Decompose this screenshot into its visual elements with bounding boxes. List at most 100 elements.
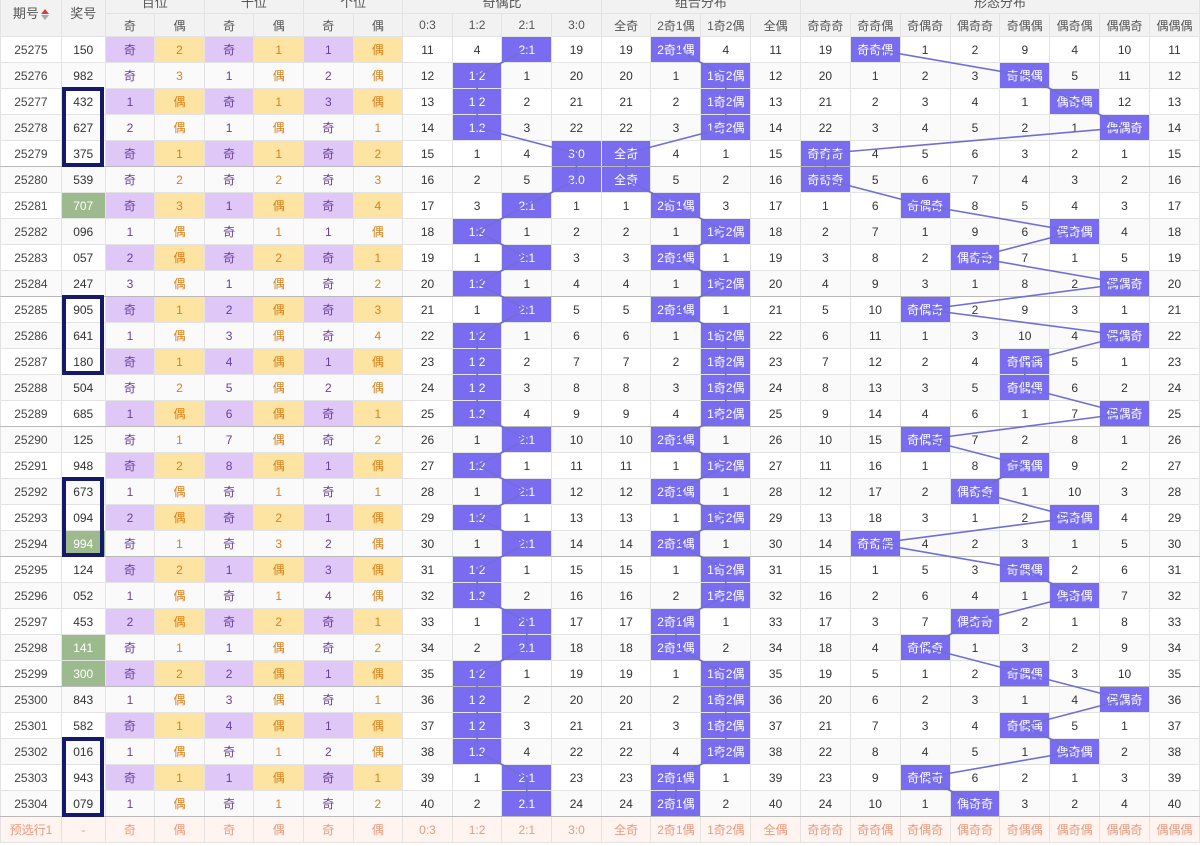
preselect-cell[interactable]: 偶	[253, 816, 304, 843]
preselect-cell[interactable]: 偶奇奇	[949, 816, 1001, 843]
digit-parity-cell: 偶	[154, 218, 205, 245]
shape-cell: 奇偶奇	[899, 296, 951, 323]
subheader-cell: 1奇2偶	[700, 13, 752, 37]
digit-parity-cell: 1	[253, 88, 304, 115]
shape-cell: 奇偶偶	[999, 712, 1051, 739]
combo-cell: 3	[700, 192, 752, 219]
shape-cell: 2	[899, 244, 951, 271]
period-cell: 25297	[0, 608, 62, 635]
sort-icon[interactable]	[40, 9, 49, 21]
preselect-row[interactable]: 预选行1- 奇偶奇偶奇偶 0:3 1:2 2:1 3:0 全奇 2奇1偶 1奇2偶 全偶 奇奇奇 奇奇…	[0, 816, 1200, 843]
shape-cell: 9	[799, 400, 851, 427]
ratio-cell: 40	[402, 790, 453, 817]
preselect-cell[interactable]: 奇	[303, 816, 354, 843]
preselect-cell[interactable]: 全奇	[600, 816, 652, 843]
shape-cell: 18	[1148, 218, 1200, 245]
shape-cell: 15	[799, 556, 851, 583]
digit-parity-cell: 偶	[352, 62, 404, 89]
digit-parity-cell: 偶	[154, 790, 205, 817]
preselect-cell[interactable]: 3:0	[551, 816, 602, 843]
digit-parity-cell: 偶	[253, 556, 304, 583]
digit-parity-cell: 1	[253, 738, 304, 765]
combo-cell: 21	[600, 88, 652, 115]
combo-header: 组合分布	[600, 0, 801, 14]
preselect-cell[interactable]: 2奇1偶	[650, 816, 702, 843]
digit-parity-cell: 7	[203, 426, 255, 453]
combo-cell: 6	[600, 322, 652, 349]
shape-cell: 3	[949, 62, 1001, 89]
preselect-cell[interactable]: 奇偶偶	[999, 816, 1051, 843]
preselect-cell[interactable]: 1奇2偶	[700, 816, 752, 843]
digit-parity-cell: 偶	[253, 634, 304, 661]
prize-cell: 948	[60, 452, 106, 479]
digit-parity-cell: 3	[352, 296, 404, 323]
ratio-cell: 1:2	[451, 400, 503, 427]
shape-cell: 9	[1099, 634, 1150, 661]
shape-cell: 1	[949, 504, 1001, 531]
ratio-cell: 1	[451, 478, 503, 505]
digit-parity-cell: 奇	[303, 634, 354, 661]
preselect-cell[interactable]: 奇偶奇	[899, 816, 951, 843]
shape-cell: 奇奇偶	[849, 36, 901, 63]
shape-cell: 3	[999, 790, 1051, 817]
ratio-cell: 1	[501, 218, 553, 245]
prize-cell: 641	[60, 322, 106, 349]
shape-cell: 27	[1148, 452, 1200, 479]
digit-parity-cell: 2	[154, 452, 205, 479]
preselect-cell[interactable]: 奇	[104, 816, 156, 843]
digit-parity-cell: 2	[352, 790, 404, 817]
period-cell: 25275	[0, 36, 62, 63]
preselect-cell[interactable]: 1:2	[451, 816, 503, 843]
preselect-cell[interactable]: 全偶	[750, 816, 801, 843]
ratio-cell: 2	[501, 582, 553, 609]
table-row: 25300 843 1 偶 3 偶奇 1 36 1:2 2 20 20 2 1奇2偶 36 20 6 2 3 1 4 偶偶…	[0, 686, 1200, 713]
preselect-cell[interactable]: 奇奇奇	[799, 816, 851, 843]
preselect-cell[interactable]: 偶偶奇	[1099, 816, 1150, 843]
digit-parity-cell: 1	[253, 36, 304, 63]
ratio-cell: 2:1	[501, 764, 553, 791]
digit-parity-cell: 1	[104, 218, 156, 245]
preselect-prize[interactable]: -	[60, 816, 106, 843]
ratio-cell: 1	[451, 530, 503, 557]
ratio-cell: 34	[402, 634, 453, 661]
preselect-cell[interactable]: 偶奇偶	[1049, 816, 1101, 843]
shape-cell: 1	[999, 88, 1051, 115]
combo-cell: 2奇1偶	[650, 36, 702, 63]
ratio-cell: 2:1	[501, 296, 553, 323]
shape-cell: 3	[1099, 478, 1150, 505]
digit-parity-cell: 2	[154, 556, 205, 583]
preselect-cell[interactable]: 2:1	[501, 816, 553, 843]
shape-cell: 奇奇偶	[849, 530, 901, 557]
preselect-cell[interactable]: 奇奇偶	[849, 816, 901, 843]
prize-cell: 539	[60, 166, 106, 193]
preselect-cell[interactable]: 偶	[154, 816, 205, 843]
shape-cell: 8	[949, 192, 1001, 219]
preselect-label[interactable]: 预选行1	[0, 816, 62, 843]
digit-parity-cell: 奇	[104, 192, 156, 219]
digit-parity-cell: 偶	[352, 218, 404, 245]
digit-parity-cell: 偶	[253, 270, 304, 297]
prize-cell: 982	[60, 62, 106, 89]
digit-parity-cell: 2	[253, 504, 304, 531]
period-cell: 25302	[0, 738, 62, 765]
combo-cell: 16	[750, 166, 801, 193]
shape-cell: 3	[899, 270, 951, 297]
shape-cell: 1	[899, 322, 951, 349]
preselect-cell[interactable]: 0:3	[402, 816, 453, 843]
shape-cell: 7	[799, 348, 851, 375]
period-header[interactable]: 期号	[0, 0, 62, 37]
ratio-cell: 1	[451, 764, 503, 791]
digit-parity-cell: 偶	[253, 192, 304, 219]
ratio-cell: 14	[551, 530, 602, 557]
preselect-cell[interactable]: 偶偶偶	[1148, 816, 1200, 843]
preselect-cell[interactable]: 奇	[203, 816, 255, 843]
prize-cell: 247	[60, 270, 106, 297]
shape-cell: 8	[1099, 608, 1150, 635]
digit-parity-cell: 奇	[104, 374, 156, 401]
subheader-cell: 奇偶奇	[899, 13, 951, 37]
shape-cell: 4	[849, 140, 901, 167]
shape-cell: 21	[799, 88, 851, 115]
digit-parity-cell: 偶	[352, 504, 404, 531]
combo-cell: 2奇1偶	[650, 764, 702, 791]
preselect-cell[interactable]: 偶	[352, 816, 404, 843]
